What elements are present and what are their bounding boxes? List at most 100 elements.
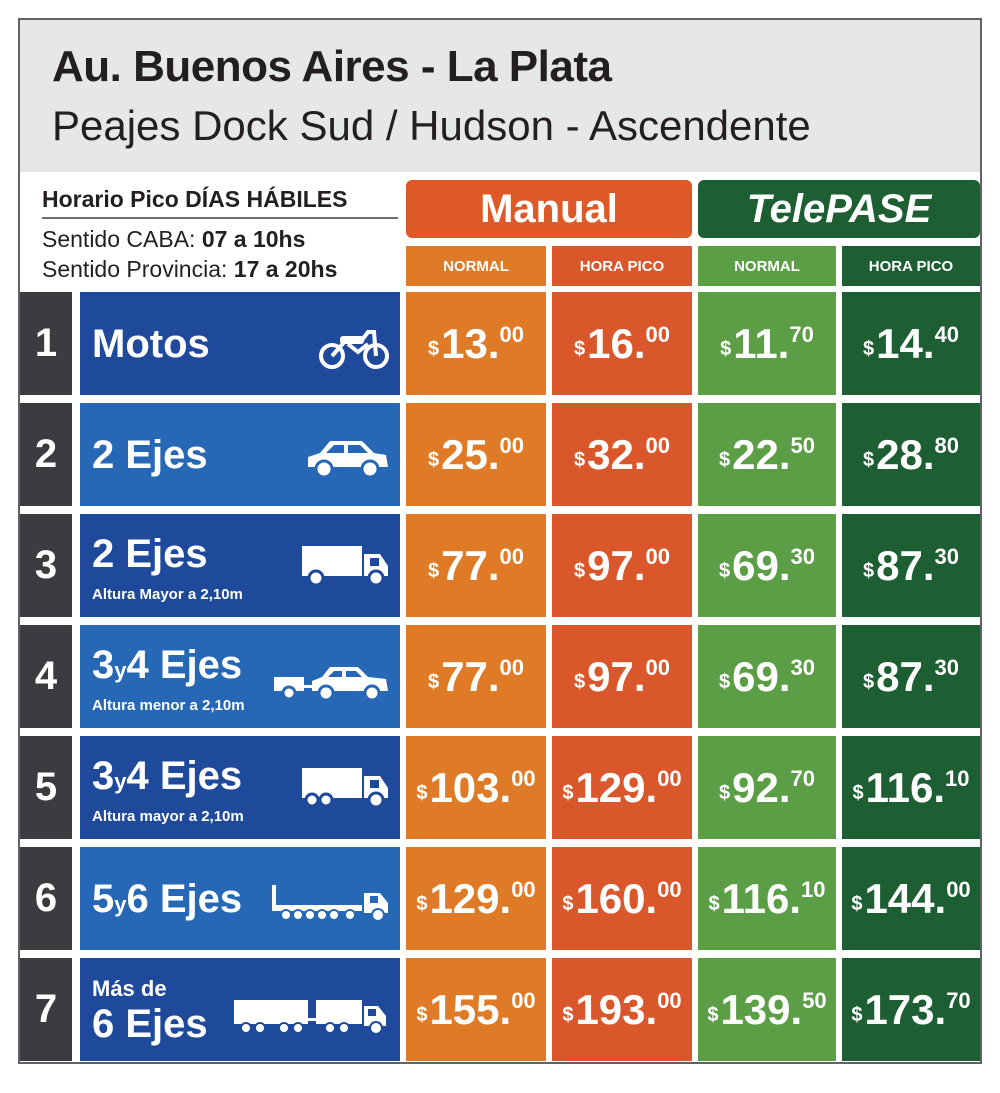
vehicle-category: 2 Ejes: [80, 403, 400, 506]
price-telepase-normal: $116. 10: [698, 847, 836, 950]
currency-symbol: $: [863, 671, 875, 693]
schedule-title: Horario Pico DÍAS HÁBILES: [42, 186, 398, 219]
schedule-caba-label: Sentido CABA:: [42, 226, 202, 252]
currency-symbol: $: [851, 1004, 863, 1026]
vehicle-label-top: Más de: [92, 976, 167, 1001]
price-telepase-pico: $87. 30: [842, 625, 980, 728]
page-subtitle: Peajes Dock Sud / Hudson - Ascendente: [52, 102, 811, 149]
price-manual-normal: $13. 00: [406, 292, 546, 395]
vehicle-category: 3y4 Ejes Altura menor a 2,10m: [80, 625, 400, 728]
vehicle-label: 2 Ejes: [92, 433, 208, 477]
price-integer: 87.: [876, 541, 935, 589]
vehicle-label-part: 4 Ejes: [126, 643, 243, 687]
price-decimal: 40: [934, 322, 959, 347]
car-icon: [308, 441, 388, 479]
truck-and-trailer-icon: [234, 1000, 386, 1035]
currency-symbol: $: [707, 1004, 719, 1026]
price-decimal: 00: [645, 433, 670, 458]
price-manual-normal: $25. 00: [406, 403, 546, 506]
vehicle-label: 2 Ejes: [92, 532, 208, 576]
currency-symbol: $: [416, 1004, 428, 1026]
vehicle-label-part: 4 Ejes: [126, 754, 243, 798]
price-manual-pico: $193. 00: [552, 958, 692, 1061]
manual-normal-header: NORMAL: [406, 246, 546, 286]
price-telepase-normal: $11. 70: [698, 292, 836, 395]
price-decimal: 30: [934, 655, 959, 680]
vehicle-label-part: 3: [92, 643, 115, 687]
vehicle-sublabel: Altura menor a 2,10m: [92, 697, 245, 714]
vehicle-label: 3y4 Ejes: [92, 643, 242, 688]
price-telepase-normal: $69. 30: [698, 625, 836, 728]
header: Au. Buenos Aires - La Plata Peajes Dock …: [20, 20, 980, 172]
currency-symbol: $: [428, 671, 440, 693]
price-decimal: 30: [790, 544, 815, 569]
tariff-row: 2 2 Ejes $25. 00 $32. 00 $22. 50 $28. 80: [20, 403, 980, 506]
price-telepase-pico: $116. 10: [842, 736, 980, 839]
price-manual-pico: $160. 00: [552, 847, 692, 950]
vehicle-label-part: 6 Ejes: [126, 877, 243, 921]
price-manual-normal: $77. 00: [406, 514, 546, 617]
price-telepase-normal: $139. 50: [698, 958, 836, 1061]
tariff-row: 7 Más de 6 Ejes $155. 00 $193. 00 $139. 50: [20, 958, 980, 1061]
currency-symbol: $: [562, 1004, 574, 1026]
price-decimal: 50: [802, 988, 827, 1013]
vehicle-category: 2 Ejes Altura Mayor a 2,10m: [80, 514, 400, 617]
price-decimal: 00: [511, 988, 536, 1013]
vehicle-category: Motos: [80, 292, 400, 395]
tariff-row: 5 3y4 Ejes Altura mayor a 2,10m $103. 00 …: [20, 736, 980, 839]
currency-symbol: $: [574, 338, 586, 360]
category-number: 1: [20, 292, 72, 395]
category-number: 6: [20, 847, 72, 950]
price-telepase-pico: $144. 00: [842, 847, 980, 950]
currency-symbol: $: [863, 338, 875, 360]
car-with-trailer-icon: [274, 667, 388, 702]
price-decimal: 00: [645, 322, 670, 347]
price-integer: 155.: [429, 985, 512, 1033]
price-integer: 87.: [876, 652, 935, 700]
currency-symbol: $: [708, 893, 720, 915]
price-telepase-pico: $14. 40: [842, 292, 980, 395]
price-decimal: 00: [499, 322, 524, 347]
manual-header: Manual: [406, 180, 692, 238]
price-telepase-normal: $69. 30: [698, 514, 836, 617]
vehicle-label-part: 3: [92, 754, 115, 798]
price-decimal: 70: [946, 988, 971, 1013]
currency-symbol: $: [574, 449, 586, 471]
price-telepase-pico: $87. 30: [842, 514, 980, 617]
telepase-pico-header: HORA PICO: [842, 246, 980, 286]
price-integer: 139.: [720, 985, 803, 1033]
price-decimal: 70: [790, 766, 815, 791]
price-integer: 77.: [441, 652, 500, 700]
truck-dual-axle-icon: [302, 768, 388, 809]
currency-symbol: $: [719, 560, 731, 582]
currency-symbol: $: [416, 893, 428, 915]
price-manual-normal: $103. 00: [406, 736, 546, 839]
tariff-row: 1 Motos $13. 00 $16. 00 $11. 70 $14. 40: [20, 292, 980, 395]
price-integer: 69.: [732, 652, 791, 700]
price-decimal: 30: [934, 544, 959, 569]
price-manual-pico: $97. 00: [552, 514, 692, 617]
category-number: 4: [20, 625, 72, 728]
price-decimal: 00: [645, 655, 670, 680]
price-decimal: 00: [946, 877, 971, 902]
vehicle-label: 5y6 Ejes: [92, 877, 242, 922]
price-integer: 16.: [587, 319, 646, 367]
price-integer: 22.: [732, 430, 791, 478]
price-manual-pico: $129. 00: [552, 736, 692, 839]
schedule-caba-hours: 07 a 10hs: [201, 226, 306, 252]
schedule-provincia-hours: 17 a 20hs: [233, 256, 338, 282]
currency-symbol: $: [863, 449, 875, 471]
price-telepase-pico: $28. 80: [842, 403, 980, 506]
price-decimal: 00: [499, 655, 524, 680]
vehicle-label-part: y: [114, 658, 127, 683]
price-telepase-normal: $22. 50: [698, 403, 836, 506]
price-integer: 77.: [441, 541, 500, 589]
price-integer: 160.: [575, 874, 658, 922]
schedule-caba: Sentido CABA: 07 a 10hs: [42, 226, 305, 253]
price-manual-pico: $32. 00: [552, 403, 692, 506]
vehicle-category: Más de 6 Ejes: [80, 958, 400, 1061]
price-integer: 103.: [429, 763, 512, 811]
price-decimal: 00: [511, 877, 536, 902]
vehicle-label-part: 5: [92, 877, 115, 921]
tariff-row: 4 3y4 Ejes Altura menor a 2,10m $77. 00 $…: [20, 625, 980, 728]
